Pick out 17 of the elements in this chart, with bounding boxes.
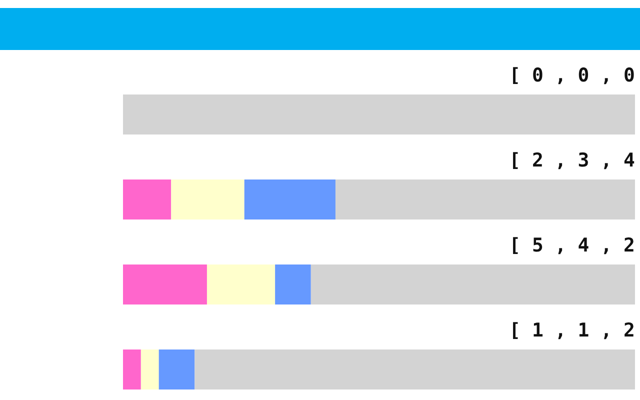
bar [140,350,159,390]
bar [335,180,635,220]
annotation: [ 2 , 3 , 4 [509,150,635,172]
bar [171,180,244,220]
annotation: [ 0 , 0 , 0 [509,64,635,86]
bar [194,350,635,390]
bar [310,264,635,304]
bar [158,350,195,390]
bar [123,94,635,134]
bar [123,264,207,304]
annotation: [ 5 , 4 , 2 [509,234,635,256]
annotation: [ 1 , 1 , 2 [509,320,635,342]
bar [244,180,336,220]
bar [275,264,311,304]
bar [123,350,141,390]
bar [206,264,276,304]
bar [123,180,172,220]
